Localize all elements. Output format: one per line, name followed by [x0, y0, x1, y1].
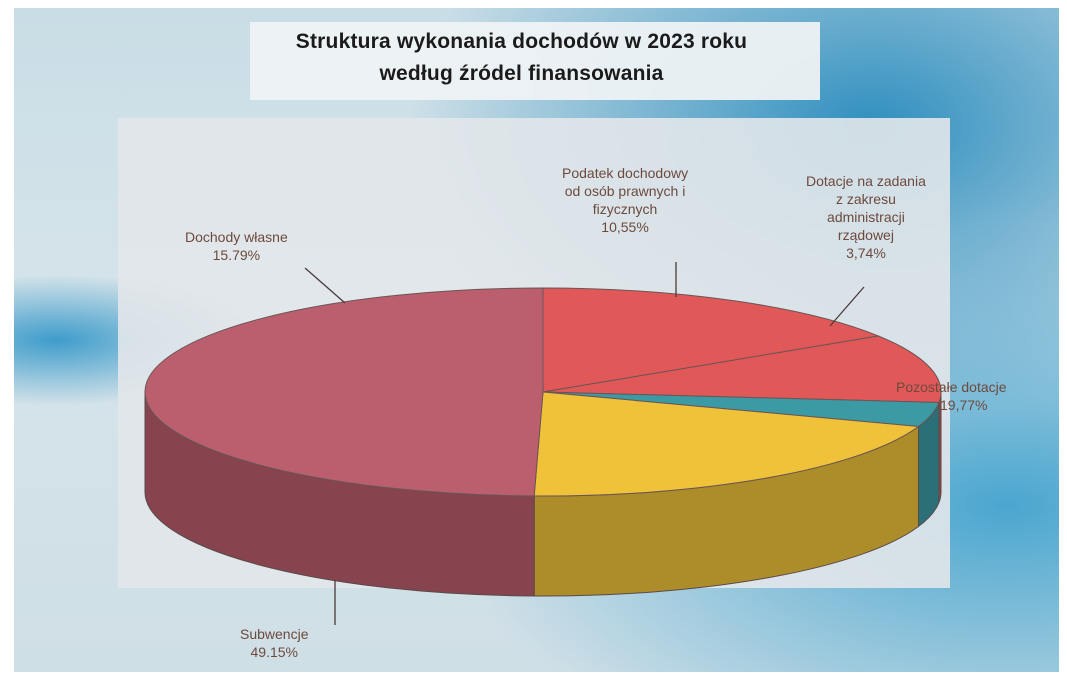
label-podatek-line2: od osób prawnych i	[564, 183, 686, 199]
pie-slice-0	[542, 287, 881, 393]
title-box	[250, 22, 820, 100]
pie-top-slices	[144, 287, 942, 497]
label-subwencje-name: Subwencje	[240, 626, 309, 642]
label-dotacje-line3: administracji	[827, 209, 905, 225]
pie-slice-1	[542, 335, 942, 403]
chart-title-line-1: Struktura wykonania dochodów w 2023 roku	[295, 30, 748, 53]
label-podatek-value: 10,55%	[601, 219, 649, 235]
leader-line-0	[304, 267, 346, 304]
label-subwencje-value: 49.15%	[250, 644, 298, 660]
leader-line-2	[829, 286, 865, 327]
label-dotacje-line4: rządowej	[837, 227, 894, 243]
pie-slice-4	[144, 287, 544, 497]
pie-side-walls	[144, 391, 942, 597]
chart-title-line-2: według źródel finansowania	[379, 62, 664, 85]
label-podatek: Podatek dochodowy od osób prawnych i fiz…	[562, 164, 688, 236]
pie-slice-3	[533, 391, 920, 497]
label-subwencje: Subwencje 49.15%	[240, 625, 309, 661]
label-dotacje-value: 3,74%	[846, 245, 886, 261]
label-dotacje-line2: z zakresu	[835, 191, 896, 207]
label-dochody-wlasne: Dochody własne 15.79%	[185, 228, 288, 264]
label-pozostale-value: 19,77%	[940, 397, 988, 413]
label-podatek-line1: Podatek dochodowy	[562, 165, 689, 181]
label-dotacje-line1: Dotacje na zadania	[806, 173, 926, 189]
label-pozostale: Pozostałe dotacje 19,77%	[896, 378, 1007, 414]
label-podatek-line3: fizycznych	[592, 201, 658, 217]
label-pozostale-name: Pozostałe dotacje	[896, 379, 1007, 395]
label-dotacje-adm: Dotacje na zadania z zakresu administrac…	[806, 172, 926, 262]
label-dochody-value: 15.79%	[212, 247, 261, 263]
label-dochody-name: Dochody własne	[185, 229, 288, 245]
